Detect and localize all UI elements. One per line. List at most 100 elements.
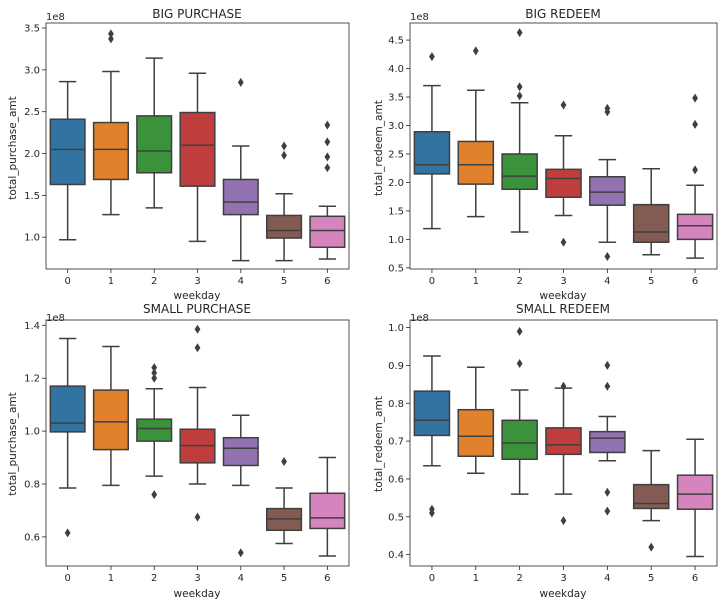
chart-title: BIG PURCHASE <box>152 7 241 21</box>
x-tick-label: 4 <box>238 276 244 287</box>
outlier-point <box>237 548 244 558</box>
chart-title: SMALL REDEEM <box>516 302 610 316</box>
box-1 <box>457 366 495 475</box>
box-1 <box>457 46 495 218</box>
x-axis-label: weekday <box>174 588 221 600</box>
box-2 <box>136 57 173 209</box>
outlier-point <box>324 137 331 147</box>
y-tick-label: 2.0 <box>24 149 40 160</box>
box-body <box>136 115 173 174</box>
box-body <box>92 389 129 451</box>
y-tick-label: 4.0 <box>388 64 404 75</box>
outlier-point <box>560 381 567 391</box>
outlier-point <box>108 29 114 39</box>
x-tick-label: 2 <box>151 276 157 287</box>
x-tick-label: 2 <box>151 573 157 584</box>
box-marks <box>413 28 714 261</box>
y-tick-label: 0.4 <box>388 550 404 561</box>
box-body <box>309 492 346 530</box>
box-3 <box>179 72 216 243</box>
y-axis-label: total_purchase_amt <box>7 96 19 200</box>
box-body <box>545 168 582 199</box>
y-ticks: 0.4 0.5 0.6 0.7 0.8 0.9 1.0 <box>388 323 410 561</box>
x-tick-label: 1 <box>108 573 114 584</box>
box-4 <box>589 103 626 261</box>
box-marks <box>49 324 346 558</box>
box-2 <box>501 28 538 233</box>
box-0 <box>49 80 86 241</box>
box-body <box>632 483 670 510</box>
x-tick-label: 0 <box>429 276 435 287</box>
x-ticks: 0 1 2 3 4 5 6 <box>429 566 698 584</box>
outlier-point <box>560 100 567 110</box>
box-body <box>676 474 714 510</box>
box-body <box>309 215 346 248</box>
axes-frame <box>409 319 718 567</box>
box-body <box>413 131 451 175</box>
x-tick-label: 1 <box>108 276 114 287</box>
box-body <box>632 203 670 243</box>
small-redeem-panel: SMALL REDEEM 1e8 total_redeem_amt weekda… <box>373 302 718 600</box>
outlier-point <box>604 360 611 370</box>
outlier-point <box>281 141 287 151</box>
x-tick-label: 4 <box>604 573 610 584</box>
box-1 <box>92 345 129 487</box>
box-6 <box>676 93 714 259</box>
x-tick-label: 0 <box>429 573 435 584</box>
box-body <box>222 436 259 467</box>
outlier-point <box>516 28 523 38</box>
outlier-point <box>516 91 523 101</box>
box-5 <box>632 168 670 256</box>
box-0 <box>413 355 451 518</box>
x-tick-label: 5 <box>648 276 654 287</box>
small-purchase-panel: SMALL PURCHASE 1e8 total_purchase_amt we… <box>7 302 350 600</box>
y-tick-label: 3.5 <box>24 24 40 35</box>
outlier-point <box>151 373 158 383</box>
outlier-point <box>194 324 201 334</box>
y-ticks: 0.5 1.0 1.5 2.0 2.5 3.0 3.5 4.0 4.5 <box>388 36 410 274</box>
chart-title: BIG REDEEM <box>525 7 601 21</box>
x-tick-label: 2 <box>516 573 522 584</box>
x-tick-label: 6 <box>324 276 330 287</box>
y-tick-label: 1.0 <box>388 323 404 334</box>
scale-label: 1e8 <box>46 313 65 324</box>
y-tick-label: 0.7 <box>388 437 404 448</box>
y-ticks: 1.0 1.5 2.0 2.5 3.0 3.5 <box>24 24 46 244</box>
box-body <box>676 213 714 241</box>
box-body <box>136 418 173 442</box>
y-tick-label: 1.4 <box>24 321 40 332</box>
axes-frame <box>45 22 350 270</box>
x-tick-label: 5 <box>648 573 654 584</box>
y-tick-label: 1.5 <box>388 206 404 217</box>
y-ticks: 0.6 0.8 1.0 1.2 1.4 <box>24 321 46 543</box>
box-body <box>222 178 259 216</box>
y-axis-label: total_redeem_amt <box>373 100 385 196</box>
outlier-point <box>194 343 201 353</box>
box-4 <box>589 360 626 516</box>
box-2 <box>501 326 538 495</box>
x-tick-label: 0 <box>64 573 70 584</box>
y-tick-label: 3.5 <box>388 93 404 104</box>
outlier-point <box>516 359 523 369</box>
outlier-point <box>64 528 71 538</box>
box-body <box>501 153 538 191</box>
x-ticks: 0 1 2 3 4 5 6 <box>64 566 331 584</box>
y-tick-label: 1.0 <box>24 427 40 438</box>
x-tick-label: 3 <box>194 573 200 584</box>
y-tick-label: 0.5 <box>388 263 404 274</box>
y-axis-label: total_redeem_amt <box>373 396 385 492</box>
x-ticks: 0 1 2 3 4 5 6 <box>429 269 698 287</box>
y-tick-label: 1.0 <box>24 233 40 244</box>
outlier-point <box>560 237 567 247</box>
outlier-point <box>194 512 201 522</box>
box-marks <box>413 326 714 558</box>
box-body <box>179 111 216 187</box>
box-body <box>501 419 538 461</box>
box-5 <box>632 449 670 552</box>
y-tick-label: 1.5 <box>24 191 40 202</box>
x-tick-label: 6 <box>324 573 330 584</box>
scale-label: 1e8 <box>410 12 429 23</box>
y-tick-label: 1.2 <box>24 374 40 385</box>
box-body <box>266 214 303 239</box>
